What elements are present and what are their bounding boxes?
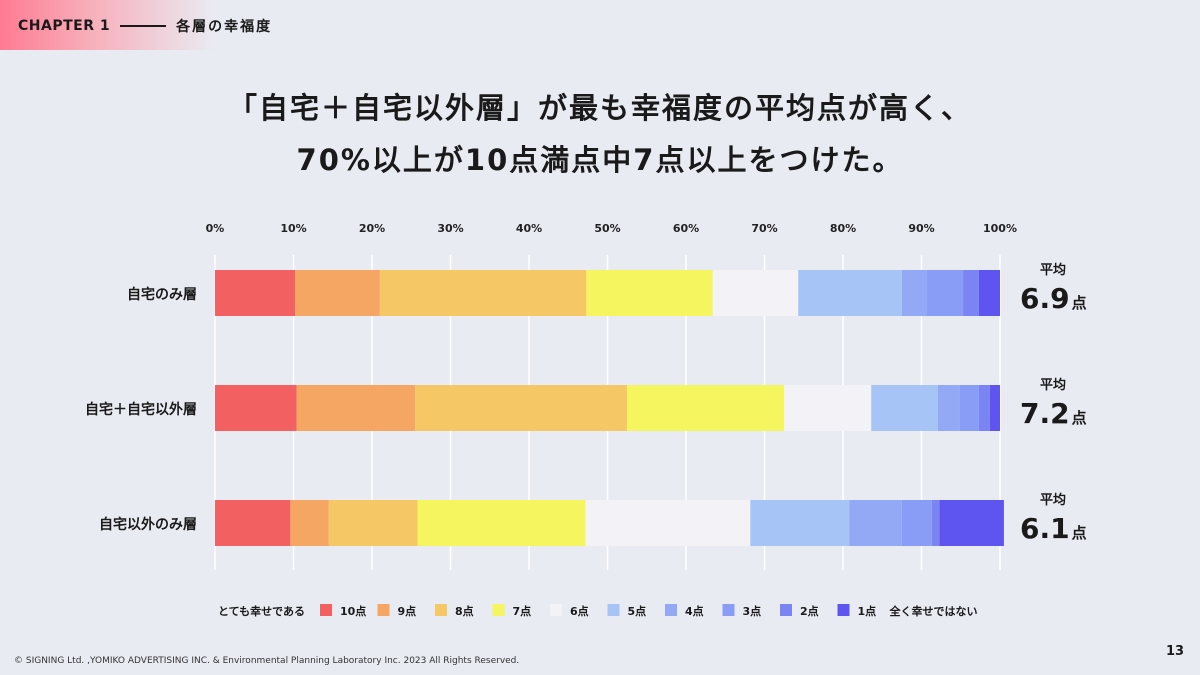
bar-segment	[328, 500, 418, 546]
x-tick-label: 50%	[594, 222, 620, 235]
headline-line-1: 「自宅＋自宅以外層」が最も幸福度の平均点が高く、	[227, 91, 972, 125]
bar-segment	[978, 385, 990, 431]
x-tick-label: 90%	[908, 222, 934, 235]
bar-segment	[215, 500, 291, 546]
x-tick-label: 10%	[280, 222, 306, 235]
headline-line-2: 70%以上が10点満点中7点以上をつけた。	[296, 143, 904, 177]
page-number: 13	[1166, 644, 1185, 659]
legend-swatch	[722, 604, 735, 616]
legend-entry: 5点	[628, 604, 647, 618]
bar-segment	[290, 500, 329, 546]
bar-segment	[849, 500, 902, 546]
headline: 「自宅＋自宅以外層」が最も幸福度の平均点が高く、 70%以上が10点満点中7点以…	[0, 82, 1200, 186]
category-label: 自宅＋自宅以外層	[85, 401, 197, 418]
bar-segment	[215, 385, 297, 431]
legend-swatch	[550, 604, 562, 616]
legend-swatch	[320, 604, 332, 616]
average-unit: 点	[1072, 294, 1087, 312]
bar-segment	[871, 385, 938, 431]
legend-entry: 6点	[570, 604, 589, 618]
bar-segment	[963, 270, 979, 316]
bar-segment	[415, 385, 628, 431]
bar-segment	[939, 500, 1004, 546]
bar-segment	[959, 385, 979, 431]
bar-segment	[901, 270, 927, 316]
x-tick-label: 100%	[983, 222, 1017, 235]
legend-left-label: とても幸せである	[218, 604, 305, 618]
legend-entry: 9点	[398, 604, 417, 618]
legend-swatch	[665, 604, 677, 616]
legend-swatch	[492, 604, 505, 616]
average-label: 平均	[1040, 262, 1066, 278]
legend-entry: 3点	[743, 604, 762, 618]
x-tick-label: 20%	[359, 222, 385, 235]
legend-swatch	[435, 604, 447, 616]
average-value: 6.1	[1020, 512, 1070, 545]
legend-entry: 7点	[513, 604, 532, 618]
x-tick-label: 40%	[516, 222, 542, 235]
x-tick-label: 30%	[437, 222, 463, 235]
bar-segment	[989, 385, 1000, 431]
category-label: 自宅のみ層	[127, 286, 197, 303]
average-label: 平均	[1040, 377, 1066, 393]
bar-segment	[379, 270, 587, 316]
copyright-footer: © SIGNING Ltd. ,YOMIKO ADVERTISING INC. …	[14, 656, 520, 666]
chapter-divider	[120, 25, 167, 27]
legend-entry: 1点	[858, 604, 877, 618]
legend-right-label: 全く幸せではない	[889, 604, 978, 618]
x-tick-label: 60%	[673, 222, 699, 235]
legend-swatch	[607, 604, 620, 616]
legend-entry: 4点	[685, 604, 704, 618]
legend-entry: 10点	[340, 604, 366, 618]
bar-segment	[750, 500, 850, 546]
bar-segment	[417, 500, 586, 546]
average-value: 6.9	[1020, 282, 1070, 315]
section-title: 各層の幸福度	[176, 19, 273, 35]
bar-segment	[931, 500, 940, 546]
average-label: 平均	[1040, 492, 1066, 508]
bar-segment	[937, 385, 960, 431]
bar-segment	[926, 270, 964, 316]
bar-segment	[627, 385, 785, 431]
chapter-label: CHAPTER 1	[18, 18, 111, 34]
bar-segment	[585, 500, 751, 546]
average-value: 7.2	[1020, 397, 1070, 430]
average-unit: 点	[1072, 524, 1087, 542]
bar-segment	[296, 385, 416, 431]
legend-entry: 2点	[800, 604, 819, 618]
bar-segment	[215, 270, 296, 316]
x-tick-label: 0%	[206, 222, 225, 235]
legend-swatch	[837, 604, 850, 616]
bar-segment	[901, 500, 932, 546]
bar-segment	[586, 270, 713, 316]
bar-segment	[295, 270, 380, 316]
bar-segment	[798, 270, 902, 316]
category-label: 自宅以外のみ層	[99, 516, 197, 533]
legend-swatch	[780, 604, 792, 616]
average-unit: 点	[1072, 409, 1087, 427]
legend-swatch	[377, 604, 390, 616]
bar-segment	[712, 270, 799, 316]
chapter-heading: CHAPTER 1 各層の幸福度	[18, 16, 272, 36]
bar-segment	[978, 270, 1000, 316]
bar-segment	[784, 385, 872, 431]
x-tick-label: 70%	[751, 222, 777, 235]
legend-entry: 8点	[455, 604, 474, 618]
x-tick-label: 80%	[830, 222, 856, 235]
chapter-tab	[0, 0, 215, 50]
